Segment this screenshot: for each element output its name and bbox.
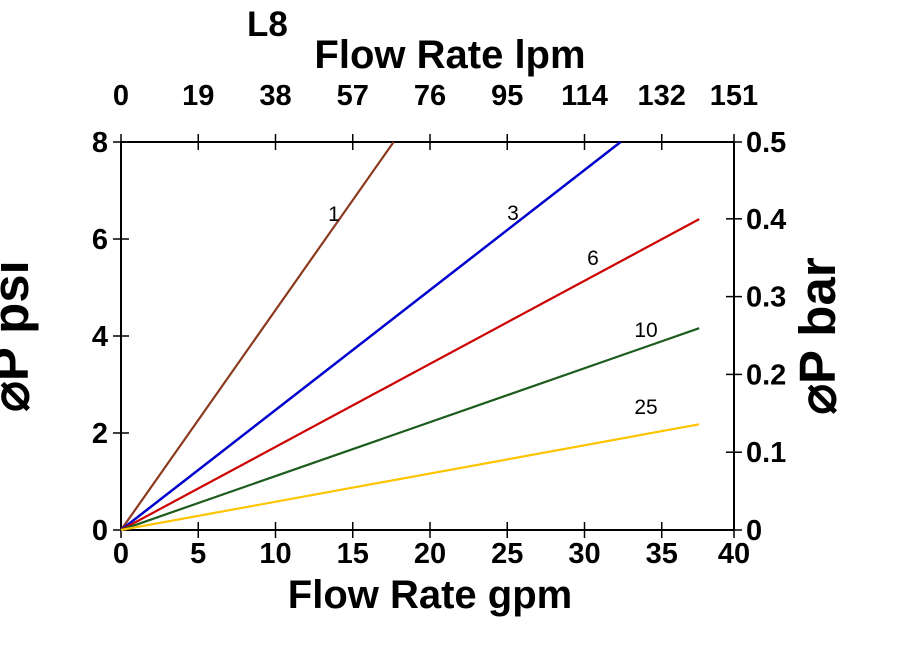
svg-text:6: 6: [92, 224, 108, 256]
svg-text:151: 151: [710, 80, 758, 112]
svg-text:10: 10: [259, 538, 291, 570]
svg-text:Flow Rate lpm: Flow Rate lpm: [314, 33, 585, 77]
svg-text:0.2: 0.2: [746, 359, 786, 391]
svg-text:0.1: 0.1: [746, 437, 786, 469]
svg-text:19: 19: [182, 80, 214, 112]
svg-text:20: 20: [414, 538, 446, 570]
svg-text:Flow Rate gpm: Flow Rate gpm: [288, 573, 572, 617]
svg-text:4: 4: [92, 321, 108, 353]
svg-text:8: 8: [92, 127, 108, 159]
svg-text:⌀P psi: ⌀P psi: [0, 260, 39, 412]
svg-text:0: 0: [113, 538, 129, 570]
svg-text:35: 35: [646, 538, 678, 570]
svg-text:L8: L8: [247, 5, 288, 44]
svg-text:0: 0: [92, 515, 108, 547]
svg-text:0: 0: [746, 515, 762, 547]
svg-text:30: 30: [568, 538, 600, 570]
svg-text:0.5: 0.5: [746, 127, 786, 159]
svg-text:0.4: 0.4: [746, 204, 786, 236]
svg-text:15: 15: [337, 538, 369, 570]
svg-text:⌀P bar: ⌀P bar: [789, 257, 846, 414]
svg-text:114: 114: [561, 80, 608, 112]
svg-text:10: 10: [634, 319, 657, 342]
svg-text:132: 132: [638, 80, 686, 112]
svg-text:6: 6: [587, 247, 599, 270]
svg-text:0.3: 0.3: [746, 282, 786, 314]
svg-text:95: 95: [491, 80, 523, 112]
svg-text:25: 25: [491, 538, 523, 570]
svg-text:76: 76: [414, 80, 446, 112]
svg-text:5: 5: [190, 538, 206, 570]
svg-text:25: 25: [634, 396, 657, 419]
svg-text:3: 3: [507, 202, 519, 225]
svg-text:57: 57: [337, 80, 369, 112]
svg-text:38: 38: [259, 80, 291, 112]
svg-text:2: 2: [92, 418, 108, 450]
svg-text:1: 1: [328, 203, 340, 226]
svg-text:0: 0: [113, 80, 129, 112]
